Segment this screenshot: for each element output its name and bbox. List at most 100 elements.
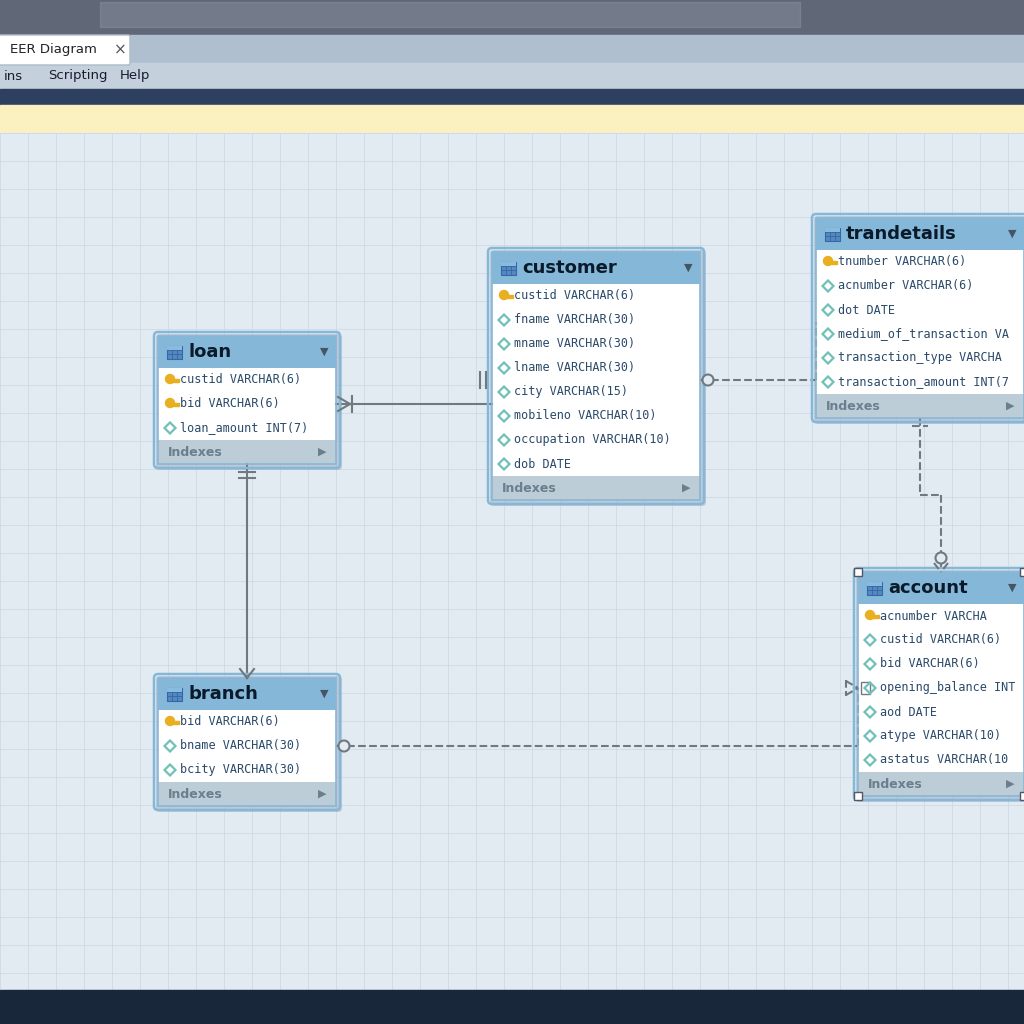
Bar <box>501 261 516 266</box>
Text: custid VARCHAR(6): custid VARCHAR(6) <box>180 374 301 386</box>
Bar <box>0 105 1024 133</box>
Bar <box>158 368 336 440</box>
Bar <box>867 582 882 595</box>
Circle shape <box>702 375 714 385</box>
Bar <box>872 614 879 617</box>
Text: transaction_amount INT(7: transaction_amount INT(7 <box>838 376 1009 388</box>
Circle shape <box>865 610 874 620</box>
Text: transaction_type VARCHA: transaction_type VARCHA <box>838 351 1001 365</box>
Bar <box>0 0 1024 35</box>
Bar <box>858 572 1024 604</box>
Text: branch: branch <box>188 685 258 703</box>
Bar <box>492 252 700 284</box>
Bar <box>501 261 516 274</box>
Text: bid VARCHAR(6): bid VARCHAR(6) <box>880 657 980 671</box>
Text: ▶: ▶ <box>682 483 690 493</box>
Text: ▶: ▶ <box>1006 779 1014 790</box>
Circle shape <box>500 291 509 299</box>
Bar <box>172 379 179 382</box>
Text: Help: Help <box>120 70 151 83</box>
Bar <box>1020 792 1024 800</box>
Text: ▼: ▼ <box>1008 229 1016 239</box>
Text: ▼: ▼ <box>319 689 329 699</box>
Text: ×: × <box>114 43 126 57</box>
Text: Indexes: Indexes <box>168 445 223 459</box>
Text: loan: loan <box>188 343 231 361</box>
Text: Indexes: Indexes <box>502 481 557 495</box>
Bar <box>492 252 700 500</box>
Circle shape <box>936 553 946 563</box>
Text: occupation VARCHAR(10): occupation VARCHAR(10) <box>514 433 671 446</box>
Text: atype VARCHAR(10): atype VARCHAR(10) <box>880 729 1001 742</box>
Text: ▶: ▶ <box>1006 401 1014 411</box>
Text: dot DATE: dot DATE <box>838 303 895 316</box>
Bar <box>1020 568 1024 575</box>
Bar <box>816 218 1024 250</box>
Bar <box>158 336 336 464</box>
Text: city VARCHAR(15): city VARCHAR(15) <box>514 385 628 398</box>
Bar <box>172 721 179 724</box>
Bar <box>858 604 1024 772</box>
Bar <box>816 218 1024 418</box>
Circle shape <box>166 398 174 408</box>
Text: acnumber VARCHA: acnumber VARCHA <box>880 609 987 623</box>
Text: ▶: ▶ <box>317 447 327 457</box>
Bar <box>506 295 513 298</box>
Bar <box>816 394 1024 418</box>
Bar <box>0 63 1024 89</box>
Bar <box>0 35 1024 68</box>
Text: loan_amount INT(7): loan_amount INT(7) <box>180 422 308 434</box>
Text: bname VARCHAR(30): bname VARCHAR(30) <box>180 739 301 753</box>
Bar <box>172 402 179 406</box>
FancyBboxPatch shape <box>856 570 1024 802</box>
FancyBboxPatch shape <box>490 250 706 506</box>
Bar <box>167 345 182 358</box>
Text: bcity VARCHAR(30): bcity VARCHAR(30) <box>180 764 301 776</box>
Bar <box>167 687 182 692</box>
Bar <box>158 678 336 710</box>
Text: custid VARCHAR(6): custid VARCHAR(6) <box>514 290 635 302</box>
Bar <box>0 89 1024 105</box>
Bar <box>492 284 700 476</box>
Bar <box>858 772 1024 796</box>
Circle shape <box>166 717 174 725</box>
Text: Indexes: Indexes <box>168 787 223 801</box>
Bar <box>0 133 1024 990</box>
Text: customer: customer <box>522 259 616 278</box>
FancyBboxPatch shape <box>814 216 1024 424</box>
Bar <box>158 782 336 806</box>
Bar <box>158 710 336 782</box>
Bar <box>825 227 840 241</box>
Text: ▼: ▼ <box>319 347 329 357</box>
Bar <box>861 682 870 694</box>
Bar <box>816 250 1024 394</box>
Text: aod DATE: aod DATE <box>880 706 937 719</box>
Text: trandetails: trandetails <box>846 225 956 243</box>
Bar <box>854 792 862 800</box>
Text: bid VARCHAR(6): bid VARCHAR(6) <box>180 397 280 411</box>
Text: bid VARCHAR(6): bid VARCHAR(6) <box>180 716 280 728</box>
Text: dob DATE: dob DATE <box>514 458 571 470</box>
Bar <box>858 572 1024 796</box>
Bar <box>167 687 182 700</box>
Bar <box>100 2 800 27</box>
Bar <box>492 476 700 500</box>
Text: custid VARCHAR(6): custid VARCHAR(6) <box>880 634 1001 646</box>
Text: lname VARCHAR(30): lname VARCHAR(30) <box>514 361 635 375</box>
Text: opening_balance INT: opening_balance INT <box>880 682 1016 694</box>
Text: ins: ins <box>4 70 24 83</box>
Text: Scripting: Scripting <box>48 70 108 83</box>
Text: Indexes: Indexes <box>826 399 881 413</box>
Text: mname VARCHAR(30): mname VARCHAR(30) <box>514 338 635 350</box>
Text: ▼: ▼ <box>1008 583 1016 593</box>
Text: tnumber VARCHAR(6): tnumber VARCHAR(6) <box>838 256 967 268</box>
Circle shape <box>823 256 833 265</box>
Circle shape <box>339 740 349 752</box>
Bar <box>830 260 837 263</box>
Bar <box>158 678 336 806</box>
Text: fname VARCHAR(30): fname VARCHAR(30) <box>514 313 635 327</box>
Text: astatus VARCHAR(10: astatus VARCHAR(10 <box>880 754 1009 767</box>
Text: mobileno VARCHAR(10): mobileno VARCHAR(10) <box>514 410 656 423</box>
FancyBboxPatch shape <box>156 334 342 470</box>
Text: account: account <box>888 579 968 597</box>
